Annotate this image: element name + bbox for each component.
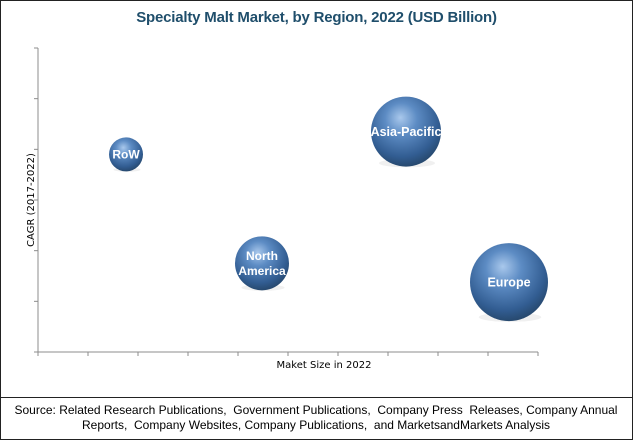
axes: [34, 47, 539, 356]
bubble-label-europe: Europe: [487, 276, 530, 290]
bubble-asia-pacific: [371, 96, 441, 167]
chart-title: Specialty Malt Market, by Region, 2022 (…: [136, 9, 497, 26]
source-line-1: Source: Related Research Publications, G…: [14, 403, 618, 417]
bubble-europe: [470, 243, 548, 322]
source-line-2: Reports, Company Websites, Company Publi…: [82, 418, 550, 432]
y-axis-label: CAGR (2017-2022): [26, 153, 37, 247]
source-note: Source: Related Research Publications, G…: [6, 403, 626, 433]
x-axis-label: Maket Size in 2022: [277, 360, 372, 371]
bubble-row: [109, 137, 143, 172]
bubble-label-asia-pacific: Asia-Pacific: [371, 125, 442, 139]
source-divider: [0, 397, 633, 398]
bubble-label-row: RoW: [112, 148, 140, 162]
bubble-north-america: [235, 236, 289, 291]
bubble-label-north-america: North: [246, 249, 278, 263]
bubble-label-north-america: America: [238, 264, 286, 278]
